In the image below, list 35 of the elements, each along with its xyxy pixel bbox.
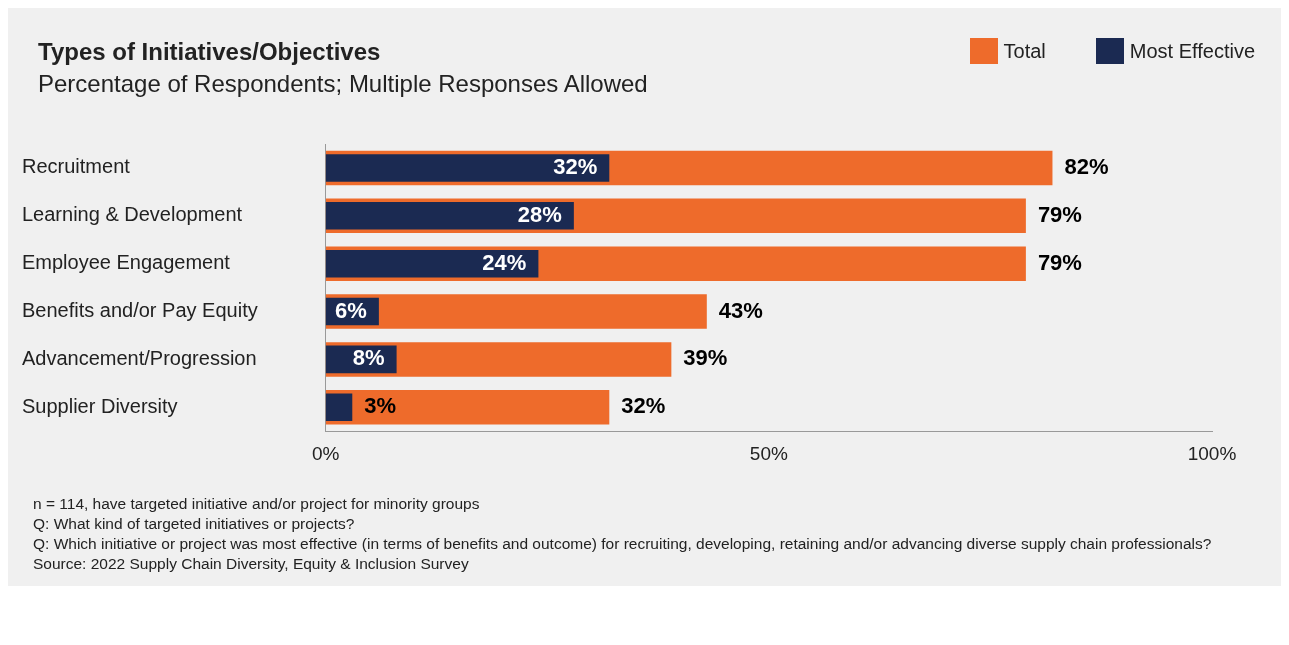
data-label: 32%	[553, 154, 598, 179]
chart-title: Types of Initiatives/Objectives	[38, 38, 382, 66]
bar	[325, 154, 610, 182]
bar	[325, 393, 353, 422]
chart-subtitle: Percentage of Respondents; Multiple Responses Allowed	[38, 70, 648, 98]
data-label: 28%	[517, 201, 562, 227]
data-label: 43%	[718, 297, 763, 323]
x-tick-label: 100%	[1187, 442, 1237, 464]
y-tick-label: Supplier Diversity	[22, 394, 178, 417]
bar	[325, 294, 707, 329]
data-label: 3%	[364, 393, 397, 419]
data-label: 6%	[335, 297, 367, 323]
y-tick-label: Recruitment	[22, 155, 131, 178]
data-label: 24%	[482, 249, 527, 275]
y-tick-label: Advancement/Progression	[22, 346, 257, 369]
y-tick-label: Employee Engagement	[22, 251, 231, 274]
x-tick-label: 50%	[749, 442, 788, 464]
text: Q: What kind of targeted initiatives or projects?	[33, 514, 356, 534]
bar	[325, 202, 574, 230]
bar	[325, 390, 610, 425]
y-tick-label: Learning & Development	[22, 203, 243, 226]
text: n = 114, have targeted initiative and/or project for minority groups	[33, 494, 481, 514]
data-label: 32%	[621, 393, 666, 419]
data-label: 79%	[1037, 201, 1082, 227]
data-label: 79%	[1037, 249, 1082, 275]
data-label: 8%	[352, 345, 385, 371]
data-label: 82%	[1064, 154, 1109, 179]
source-note: Source: 2022 Supply Chain Diversity, Equity & Inclusion Survey	[33, 554, 470, 574]
text: Q: Which initiative or project was most effective (in terms of benefits and outcome) for recruiting, developing, retaining and/or advancing diverse supply chain professionals?	[33, 534, 1213, 554]
y-tick-label: Benefits and/or Pay Equity	[22, 299, 258, 322]
legend-label: Most Effective	[1129, 39, 1255, 63]
bar	[325, 249, 539, 278]
legend-label: Total	[1003, 39, 1046, 63]
data-label: 39%	[683, 345, 728, 371]
x-tick-label: 0%	[311, 442, 340, 464]
